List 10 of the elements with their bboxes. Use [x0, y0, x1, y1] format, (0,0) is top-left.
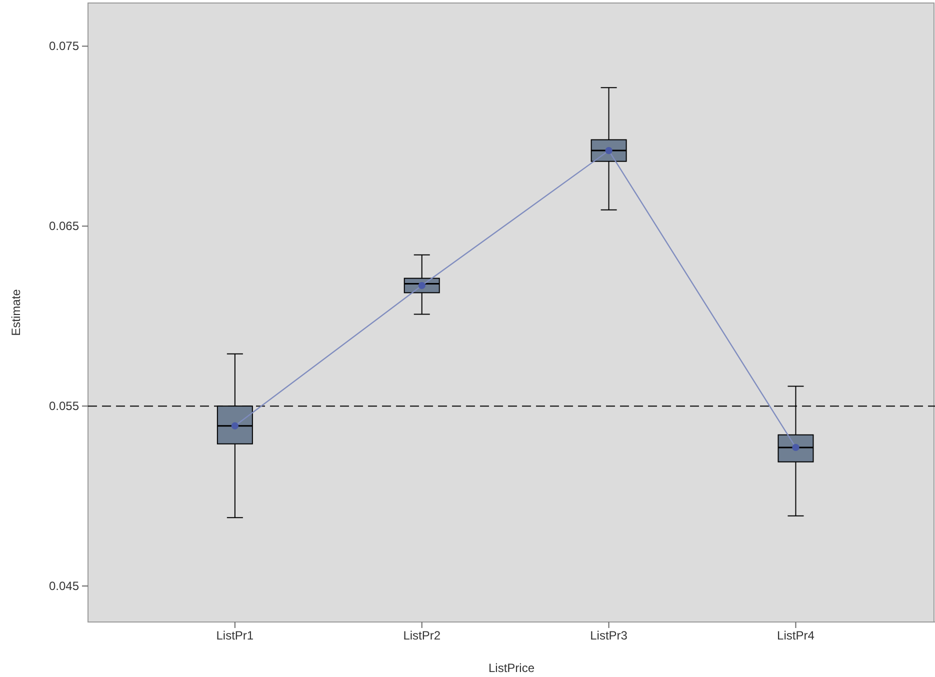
- x-tick-label: ListPr3: [590, 628, 628, 643]
- x-axis-title: ListPrice: [488, 661, 535, 675]
- y-tick-label: 0.055: [48, 398, 80, 413]
- x-tick-label: ListPr2: [403, 628, 441, 643]
- y-tick-label: 0.065: [48, 218, 80, 233]
- x-tick-label: ListPr1: [216, 628, 254, 643]
- x-tick-label: ListPr4: [777, 628, 815, 643]
- y-axis-title: Estimate: [9, 288, 23, 336]
- y-tick-label: 0.075: [48, 39, 80, 54]
- y-tick-label: 0.045: [48, 578, 80, 593]
